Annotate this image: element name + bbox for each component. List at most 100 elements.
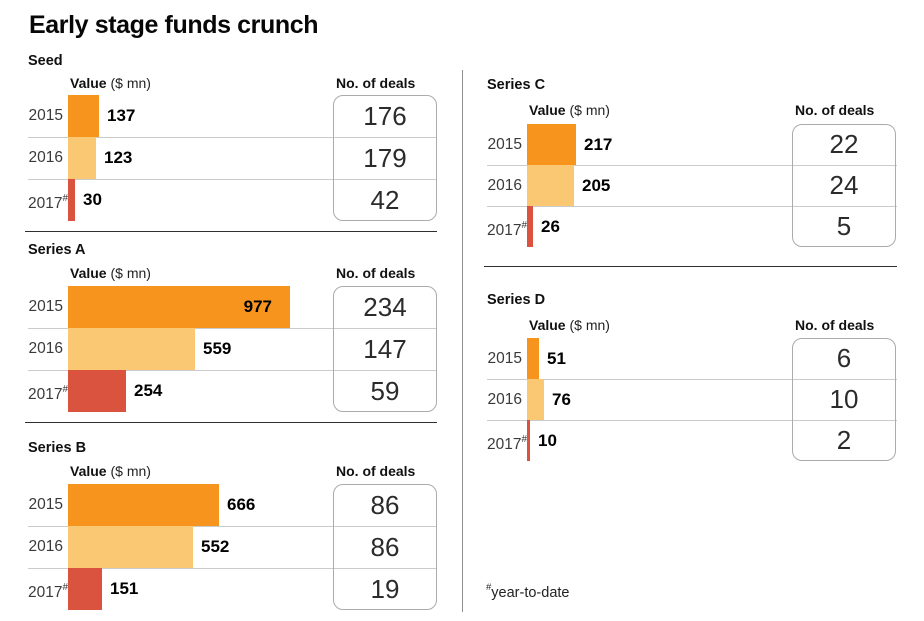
row-separator [28,328,437,329]
deals-axis-header: No. of deals [795,317,875,333]
deal-count: 42 [370,185,400,215]
deals-box [333,484,437,610]
year-label: 2015 [28,107,63,124]
value-bar [68,526,193,568]
year-footnote-marker: # [62,193,69,204]
value-bar [527,420,530,461]
value-axis-header-bold: Value [70,265,107,281]
value-axis-header-bold: Value [529,102,566,118]
panel-separator [484,266,897,267]
value-bar [68,328,195,370]
deal-count: 179 [363,143,407,173]
bar-rows: 2015 666 2016 552 2017# 151 [28,484,437,610]
row-separator [487,379,897,380]
value-label: 137 [107,106,136,125]
value-bar [527,379,544,420]
panel-separator [25,231,437,232]
panel-title: Series B [28,440,87,456]
year-label: 2016 [487,177,522,194]
deal-count: 86 [370,532,400,562]
value-bar [527,165,574,206]
value-axis-header: Value ($ mn) [70,265,151,281]
deals-axis-header: No. of deals [795,102,875,118]
value-bar [68,179,75,221]
deal-count: 19 [370,574,400,604]
value-bar [68,95,99,137]
bar-rows: 2015 217 2016 205 2017# 26 [487,124,897,247]
value-label: 51 [547,349,566,368]
row-separator [28,137,437,138]
value-axis-header: Value ($ mn) [70,75,151,91]
value-bar [527,206,533,247]
year-label: 2017# [28,384,69,404]
value-label: 552 [201,537,230,556]
value-label: 217 [584,135,613,154]
value-axis-header-bold: Value [70,463,107,479]
value-bar [527,338,539,379]
value-axis-header: Value ($ mn) [529,317,610,333]
panel-title: Series C [487,77,546,93]
value-label: 76 [552,390,571,409]
footnote: #year-to-date [486,582,570,601]
year-footnote-marker: # [62,384,69,395]
deal-count: 2 [836,425,852,455]
value-label: 151 [110,579,139,598]
year-label: 2015 [487,136,522,153]
value-label: 205 [582,176,611,195]
footnote-marker: # [486,582,492,593]
bar-rows: 2015 137 2016 123 2017# 30 [28,95,437,221]
value-label: 10 [538,431,557,450]
value-label: 123 [104,148,133,167]
value-bar [527,124,576,165]
year-footnote-marker: # [521,220,528,231]
year-label: 2015 [28,298,63,315]
value-axis-header: Value ($ mn) [70,463,151,479]
deals-box [792,124,896,247]
deal-count: 147 [363,334,407,364]
value-axis-header-unit: ($ mn) [106,463,151,479]
year-label: 2016 [487,391,522,408]
year-label: 2016 [28,149,63,166]
deal-count: 10 [829,384,859,414]
row-separator [487,206,897,207]
year-footnote-marker: # [521,434,528,445]
value-axis-header-unit: ($ mn) [565,102,610,118]
value-label: 666 [227,495,256,514]
row-separator [28,526,437,527]
row-separator [28,568,437,569]
chart-title: Early stage funds crunch [29,11,319,39]
year-label: 2016 [28,538,63,555]
value-label: 30 [83,190,102,209]
year-label: 2017# [487,434,528,454]
value-label: 977 [243,297,272,316]
year-label: 2017# [28,582,69,602]
value-bar [68,484,219,526]
deals-axis-header: No. of deals [336,265,416,281]
year-label: 2016 [28,340,63,357]
deals-box [333,95,437,221]
year-footnote-marker: # [62,582,69,593]
row-separator [28,179,437,180]
panel-title: Seed [28,53,63,69]
deals-axis-header: No. of deals [336,75,416,91]
panel-title: Series A [28,242,86,258]
bar-rows: 2015 51 2016 76 2017# 10 [487,338,897,461]
value-label: 26 [541,217,560,236]
deal-count: 86 [370,490,400,520]
year-label: 2015 [28,496,63,513]
value-bar [68,370,126,412]
deal-count: 234 [363,292,407,322]
deal-count: 22 [829,129,859,159]
deal-count: 5 [836,211,852,241]
value-axis-header-unit: ($ mn) [565,317,610,333]
value-axis-header-unit: ($ mn) [106,265,151,281]
year-label: 2017# [28,193,69,213]
footnote-text: year-to-date [491,584,570,601]
value-axis-header-bold: Value [70,75,107,91]
row-separator [487,420,897,421]
value-label: 254 [134,381,163,400]
row-separator [487,165,897,166]
column-divider [462,70,463,612]
deals-box [792,338,896,461]
